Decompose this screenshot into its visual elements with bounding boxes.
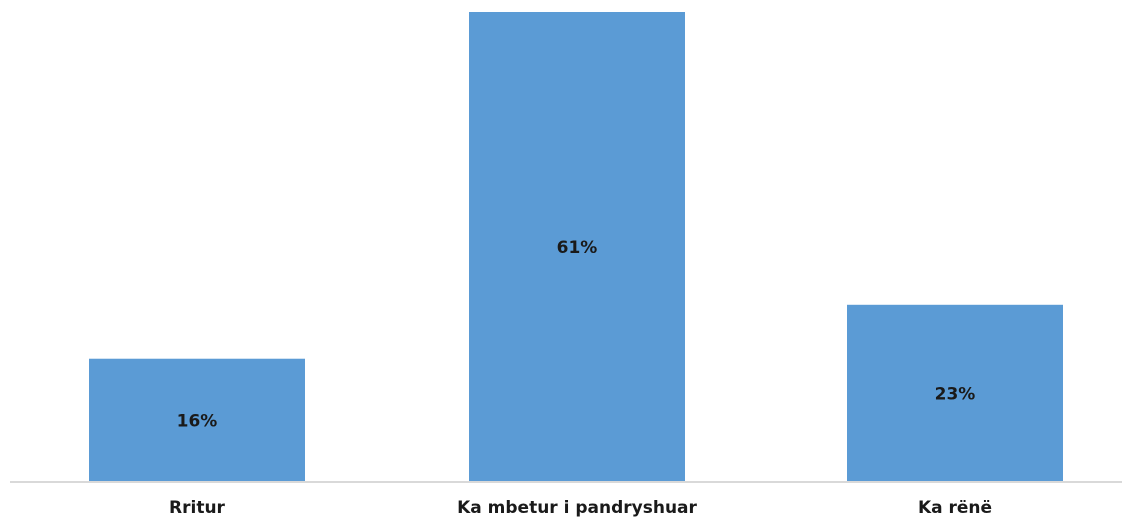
bars-group (89, 12, 1063, 482)
bar-1 (469, 12, 685, 482)
category-label-2: Ka rënë (918, 498, 992, 518)
data-label-2: 23% (935, 384, 976, 404)
data-label-1: 61% (557, 238, 598, 258)
category-label-0: Rritur (169, 498, 226, 518)
bar-0 (89, 358, 305, 482)
data-label-0: 16% (177, 411, 218, 431)
category-label-1: Ka mbetur i pandryshuar (457, 498, 697, 518)
category-labels-group: Rritur Ka mbetur i pandryshuar Ka rënë (169, 498, 992, 518)
data-labels-group: 16% 61% 23% (177, 238, 976, 431)
bar-2 (847, 304, 1063, 482)
